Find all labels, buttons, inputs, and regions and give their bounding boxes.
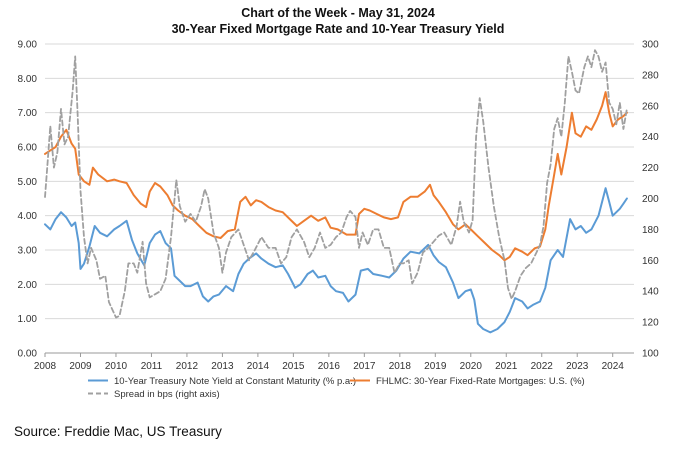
- x-tick-label: 2023: [566, 361, 589, 372]
- spread-line: [44, 49, 628, 319]
- chart-title: Chart of the Week - May 31, 2024: [241, 6, 435, 20]
- y-left-tick-label: 5.00: [18, 177, 38, 188]
- x-tick-label: 2021: [495, 361, 518, 372]
- mortgage-rate-line: [44, 91, 628, 262]
- y-right-tick-label: 120: [642, 318, 659, 329]
- x-tick-label: 2013: [211, 361, 234, 372]
- x-tick-label: 2016: [318, 361, 341, 372]
- source-note: Source: Freddie Mac, US Treasury: [14, 424, 222, 439]
- x-tick-label: 2024: [602, 361, 625, 372]
- chart: Chart of the Week - May 31, 2024 30-Year…: [18, 6, 660, 400]
- legend-item-mortgage-label: FHLMC: 30-Year Fixed-Rate Mortgages: U.S…: [376, 376, 585, 387]
- chart-subtitle: 30-Year Fixed Mortgage Rate and 10-Year …: [172, 22, 505, 36]
- x-tick-label: 2010: [105, 361, 128, 372]
- y-right-tick-label: 140: [642, 287, 659, 298]
- y-right-tick-label: 240: [642, 132, 659, 143]
- y-left-tick-label: 9.00: [18, 40, 38, 51]
- x-tick-label: 2018: [389, 361, 412, 372]
- x-tick-label: 2020: [460, 361, 483, 372]
- x-tick-label: 2011: [141, 361, 163, 372]
- x-tick-label: 2015: [282, 361, 305, 372]
- x-tick-label: 2008: [34, 361, 57, 372]
- x-tick-label: 2014: [247, 361, 270, 372]
- y-left-tick-label: 2.00: [18, 280, 38, 291]
- series-layer: [44, 49, 628, 334]
- y-right-tick-label: 160: [642, 256, 659, 267]
- legend-item-spread-label: Spread in bps (right axis): [114, 389, 220, 400]
- y-left-tick-label: 3.00: [18, 246, 38, 257]
- legend-item-treasury-label: 10-Year Treasury Note Yield at Constant …: [114, 376, 356, 387]
- treasury-yield-line: [44, 187, 628, 334]
- x-tick-label: 2009: [69, 361, 92, 372]
- x-tick-label: 2017: [353, 361, 376, 372]
- y-left-tick-label: 7.00: [18, 108, 38, 119]
- y-right-tick-label: 180: [642, 225, 659, 236]
- y-left-tick-label: 6.00: [18, 143, 38, 154]
- y-left-tick-label: 0.00: [18, 349, 38, 360]
- x-tick-label: 2019: [424, 361, 447, 372]
- y-right-tick-label: 280: [642, 70, 659, 81]
- y-right-tick-label: 200: [642, 194, 659, 205]
- y-right-tick-label: 300: [642, 40, 659, 51]
- x-tick-label: 2012: [176, 361, 199, 372]
- x-tick-label: 2022: [531, 361, 554, 372]
- legend: 10-Year Treasury Note Yield at Constant …: [88, 376, 585, 400]
- y-right-tick-label: 260: [642, 101, 659, 112]
- y-right-tick-label: 100: [642, 349, 659, 360]
- axes: 0.00 1.00 2.00 3.00 4.00 5.00 6.00 7.00 8.00 9.00…: [18, 40, 660, 373]
- y-left-tick-label: 4.00: [18, 211, 38, 222]
- y-right-tick-label: 220: [642, 163, 659, 174]
- y-left-tick-label: 1.00: [18, 314, 38, 325]
- y-left-tick-label: 8.00: [18, 74, 38, 85]
